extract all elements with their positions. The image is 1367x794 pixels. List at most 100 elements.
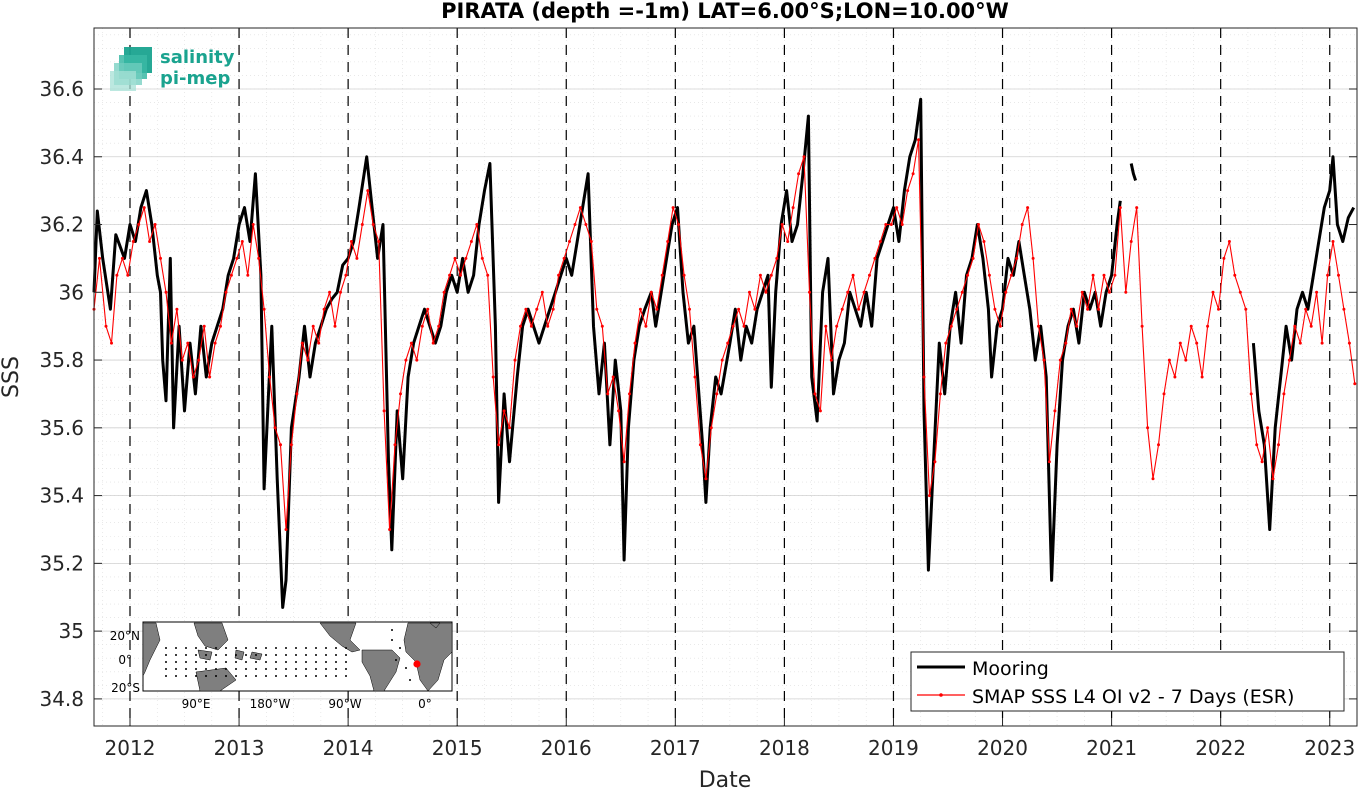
buoy-dot xyxy=(305,647,307,649)
data-point-smap xyxy=(622,460,626,464)
data-point-smap xyxy=(1097,307,1100,311)
data-point-smap xyxy=(1129,240,1133,243)
buoy-dot xyxy=(285,661,287,663)
data-point-smap xyxy=(720,358,724,362)
y-tick-label: 36.6 xyxy=(39,77,84,101)
data-point-smap xyxy=(1047,460,1051,464)
buoy-dot xyxy=(235,647,237,649)
data-point-smap xyxy=(742,324,746,328)
buoy-dot xyxy=(255,654,257,656)
buoy-dot xyxy=(185,668,187,670)
data-point-smap xyxy=(344,273,348,277)
data-point-smap xyxy=(677,223,681,226)
data-point-smap xyxy=(682,273,686,277)
data-point-smap xyxy=(262,307,266,311)
data-point-smap xyxy=(1004,290,1008,294)
data-point-smap xyxy=(851,273,855,277)
data-point-smap xyxy=(175,307,179,311)
buoy-dot xyxy=(275,668,277,670)
station-location-marker xyxy=(413,660,421,668)
data-point-smap xyxy=(922,375,926,379)
data-point-smap xyxy=(431,341,435,345)
data-point-smap xyxy=(366,189,370,193)
inset-lon-label-90e: 90°E xyxy=(182,697,211,711)
data-point-smap xyxy=(758,273,762,277)
data-point-smap xyxy=(780,223,784,226)
buoy-dot xyxy=(285,668,287,670)
buoy-dot xyxy=(315,675,317,677)
data-point-smap xyxy=(295,392,299,396)
data-point-smap xyxy=(562,256,566,260)
data-point-smap xyxy=(884,223,888,226)
data-point-smap xyxy=(1042,358,1046,362)
buoy-dot xyxy=(195,668,197,670)
data-point-smap xyxy=(420,324,424,328)
data-point-smap xyxy=(1304,307,1308,311)
logo-line1: salinity xyxy=(160,47,235,68)
series-layer xyxy=(92,97,1357,609)
data-point-smap xyxy=(1086,307,1090,311)
data-point-smap xyxy=(469,240,473,243)
buoy-dot xyxy=(215,647,217,649)
data-point-smap xyxy=(802,155,806,159)
data-point-smap xyxy=(1124,290,1128,294)
data-point-smap xyxy=(1162,392,1166,396)
data-point-smap xyxy=(998,324,1002,328)
buoy-dot xyxy=(185,654,187,656)
major-grid xyxy=(94,88,1357,700)
data-point-smap xyxy=(911,172,915,176)
legend-box xyxy=(910,651,1345,712)
buoy-dot xyxy=(305,675,307,677)
data-point-smap xyxy=(437,324,441,328)
inset-lat-label-n: 20°N xyxy=(110,629,140,643)
series-line-smap xyxy=(93,139,1356,531)
y-tick-label: 35.2 xyxy=(39,551,84,575)
buoy-dot xyxy=(265,661,267,663)
data-point-smap xyxy=(753,307,757,311)
buoy-dot xyxy=(315,647,317,649)
data-point-smap xyxy=(900,223,904,226)
data-point-smap xyxy=(808,290,811,294)
data-point-smap xyxy=(1102,273,1106,277)
data-point-smap xyxy=(393,443,397,447)
buoy-dot xyxy=(399,647,401,649)
data-point-smap xyxy=(933,460,937,464)
data-point-smap xyxy=(966,273,970,277)
data-point-smap xyxy=(977,223,980,226)
data-point-smap xyxy=(1260,460,1264,464)
data-point-smap xyxy=(578,206,582,210)
buoy-dot xyxy=(345,668,347,670)
data-point-smap xyxy=(382,409,386,413)
data-point-smap xyxy=(1167,358,1171,362)
data-point-smap xyxy=(497,443,501,447)
buoy-dot xyxy=(215,654,217,656)
buoy-dot xyxy=(225,661,227,663)
data-point-smap xyxy=(906,189,910,193)
data-point-smap xyxy=(584,223,588,226)
buoy-dot xyxy=(235,661,237,663)
data-point-smap xyxy=(519,324,522,328)
series-line-mooring-segment xyxy=(1129,163,1138,181)
data-point-smap xyxy=(1151,477,1155,481)
data-point-smap xyxy=(1206,324,1210,328)
logo-mark-icon xyxy=(110,47,152,91)
x-tick-label: 2016 xyxy=(541,736,592,760)
data-point-smap xyxy=(644,324,648,328)
buoy-dot xyxy=(335,661,337,663)
data-point-smap xyxy=(878,240,882,243)
buoy-dot xyxy=(175,675,177,677)
data-point-smap xyxy=(126,273,130,277)
inset-lat-label-eq: 0° xyxy=(118,653,132,667)
data-point-smap xyxy=(1009,273,1013,277)
x-axis-ticks: 2012 2013 2014 2015 2016 2017 2018 2019 2020 2021… xyxy=(105,718,1355,760)
data-point-smap xyxy=(404,358,408,362)
data-point-smap xyxy=(1184,358,1188,362)
data-point-smap xyxy=(508,426,511,430)
buoy-dot xyxy=(195,647,197,649)
data-point-smap xyxy=(1157,443,1160,447)
y-tick-label: 35.6 xyxy=(39,416,84,440)
data-point-smap xyxy=(1217,307,1220,311)
x-tick-label: 2017 xyxy=(650,736,701,760)
buoy-dot xyxy=(215,661,217,663)
buoy-dot xyxy=(335,654,337,656)
